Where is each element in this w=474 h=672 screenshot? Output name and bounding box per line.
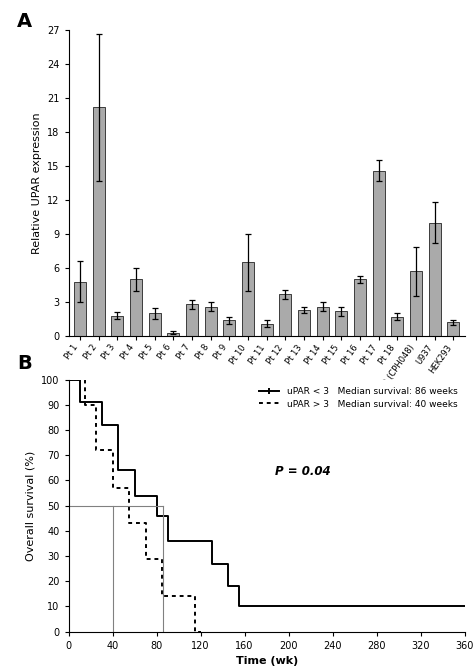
Bar [354,280,366,336]
Bar [373,171,385,336]
Bar [391,317,403,336]
Y-axis label: Relative UPAR expression: Relative UPAR expression [32,112,42,254]
Text: A: A [17,12,32,31]
Text: B: B [17,355,32,374]
Bar [317,306,328,336]
Bar [279,294,292,336]
Bar [242,262,254,336]
Bar [261,323,273,336]
Text: P = 0.04: P = 0.04 [274,466,330,478]
Bar [335,311,347,336]
Bar [223,320,236,336]
Bar [167,333,179,336]
Bar [447,323,459,336]
Bar [74,282,86,336]
Bar [428,222,441,336]
Y-axis label: Overall survival (%): Overall survival (%) [26,450,36,561]
Bar [410,271,422,336]
Bar [148,313,161,336]
Bar [298,310,310,336]
Legend: uPAR < 3   Median survival: 86 weeks, uPAR > 3   Median survival: 40 weeks: uPAR < 3 Median survival: 86 weeks, uPAR… [257,384,460,411]
Bar [205,306,217,336]
Bar [111,316,123,336]
Bar [130,280,142,336]
Bar [92,108,105,336]
X-axis label: Time (wk): Time (wk) [236,657,298,666]
Bar [186,304,198,336]
